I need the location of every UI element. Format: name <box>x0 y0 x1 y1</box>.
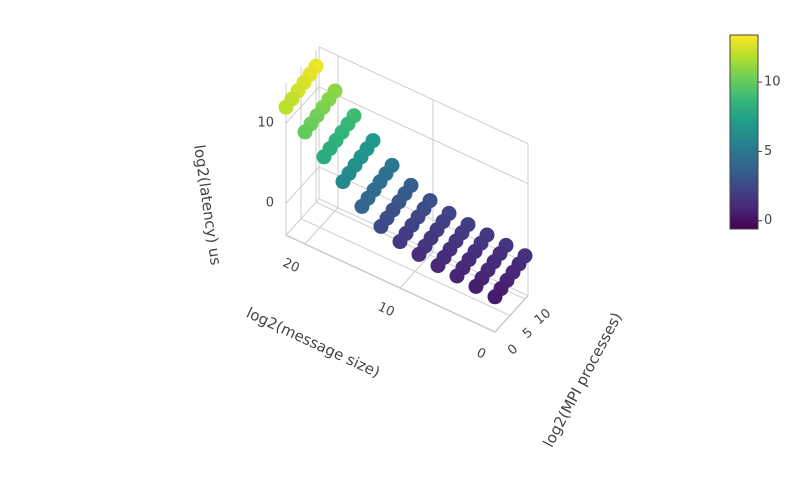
point <box>411 246 427 262</box>
grid-line <box>300 218 511 316</box>
point <box>430 258 446 274</box>
point <box>392 234 408 250</box>
x-tick-label: 0 <box>474 345 488 362</box>
box-edge <box>318 46 529 145</box>
colorbar-tick-label: 5 <box>764 144 772 159</box>
point <box>297 124 313 140</box>
x-tick-label: 20 <box>280 256 301 277</box>
point <box>278 99 294 115</box>
grid-line <box>285 234 496 333</box>
colorbar-tick-label: 10 <box>764 75 781 90</box>
point <box>468 278 484 294</box>
grid-line <box>285 166 320 204</box>
colorbar <box>729 34 759 230</box>
y-tick-label: 5 <box>520 325 536 342</box>
point <box>335 174 351 190</box>
grid-line <box>285 86 320 124</box>
y-axis-title: log2(MPI processes) <box>539 309 625 450</box>
x-axis-title: log2(message size) <box>244 304 383 382</box>
z-axis-title: log2(latency) us <box>190 144 225 267</box>
grid-line <box>304 207 339 245</box>
box-edge <box>285 198 320 236</box>
grid-line <box>318 86 529 185</box>
z-tick-label: 10 <box>257 116 274 131</box>
point <box>354 198 370 214</box>
point <box>373 218 389 234</box>
x-tick-label: 10 <box>375 300 396 321</box>
colorbar-tick-label: 0 <box>764 213 772 228</box>
y-tick-label: 0 <box>505 342 521 359</box>
z-tick-label: 0 <box>266 196 274 211</box>
point <box>487 289 503 305</box>
point <box>449 268 465 284</box>
grid-line <box>494 295 529 333</box>
point <box>316 149 332 165</box>
grid-line <box>399 251 434 289</box>
y-tick-label: 10 <box>532 306 554 328</box>
